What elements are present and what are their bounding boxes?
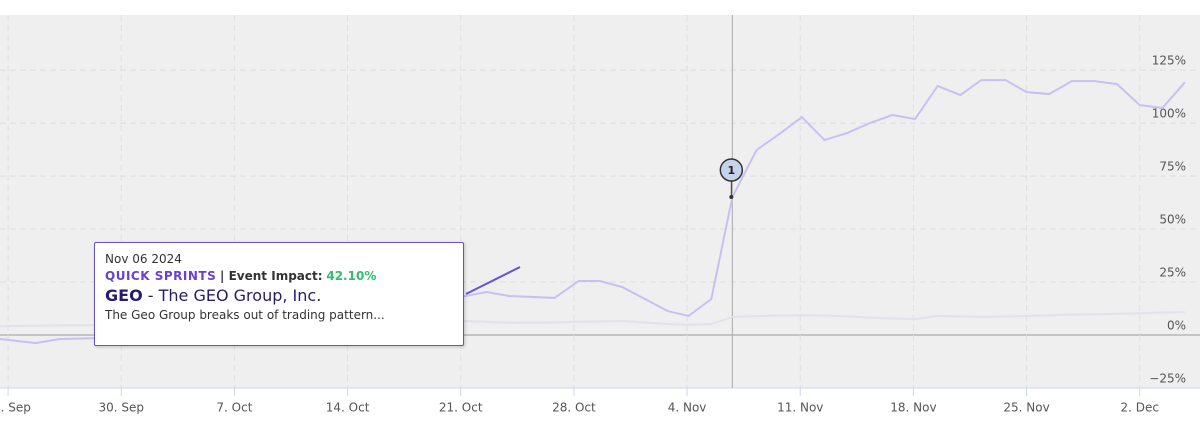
tooltip: Nov 06 2024 QUICK SPRINTS | Event Impact…	[94, 242, 464, 346]
x-tick-label: 4. Nov	[668, 401, 707, 415]
tooltip-ticker: GEO	[105, 286, 143, 305]
x-tick-label: 18. Nov	[890, 401, 936, 415]
event-marker	[719, 158, 744, 182]
event-point	[729, 195, 734, 200]
x-tick-label: 7. Oct	[216, 401, 252, 415]
x-tick-label: 14. Oct	[326, 401, 370, 415]
y-tick-label: 25%	[1159, 266, 1186, 280]
x-tick-label: 30. Sep	[98, 401, 144, 415]
y-tick-label: −25%	[1149, 372, 1186, 386]
x-tick-label: 21. Oct	[439, 401, 483, 415]
y-tick-label: 125%	[1152, 54, 1186, 68]
tooltip-impact: 42.10%	[326, 269, 377, 283]
y-tick-label: 100%	[1152, 107, 1186, 121]
y-tick-label: 50%	[1159, 213, 1186, 227]
y-tick-label: 0%	[1167, 319, 1186, 333]
event-label: 1	[728, 164, 736, 177]
y-tick-label: 75%	[1159, 160, 1186, 174]
tooltip-impact-label: | Event Impact:	[220, 269, 323, 283]
tooltip-date: Nov 06 2024	[105, 252, 182, 266]
tooltip-connector	[465, 266, 521, 295]
x-tick-label: 11. Nov	[777, 401, 823, 415]
x-tick-label: 2. Dec	[1120, 401, 1158, 415]
tooltip-headline: The Geo Group breaks out of trading patt…	[105, 308, 385, 322]
tooltip-company: - The GEO Group, Inc.	[147, 286, 322, 305]
x-tick-label: 25. Nov	[1003, 401, 1049, 415]
series-line	[0, 79, 1186, 345]
tooltip-source: QUICK SPRINTS	[105, 269, 217, 283]
series-line	[0, 311, 1186, 328]
x-tick-label: 28. Oct	[552, 401, 596, 415]
x-tick-label: 23. Sep	[0, 401, 31, 415]
